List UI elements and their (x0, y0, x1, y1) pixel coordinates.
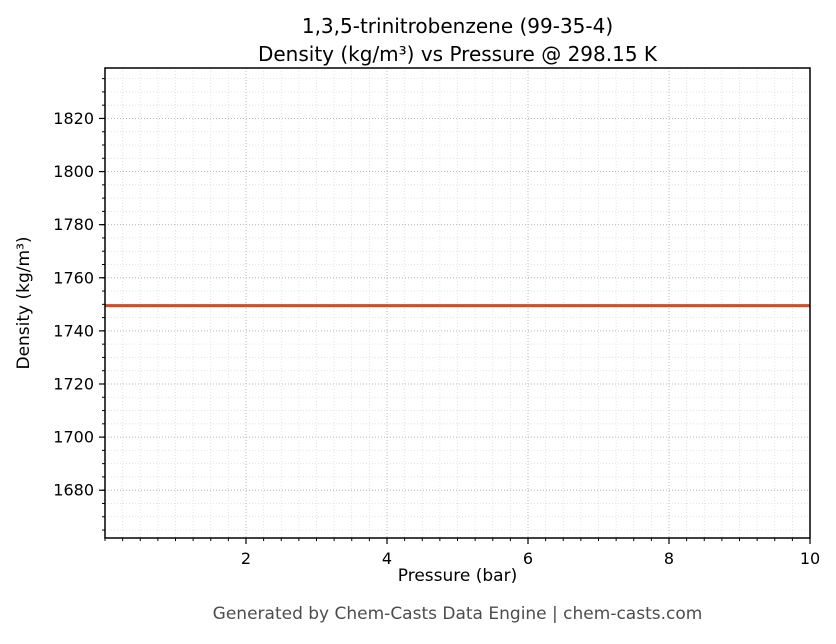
y-tick-label: 1720 (53, 374, 94, 393)
x-tick-label: 2 (241, 549, 251, 568)
x-tick-label: 6 (523, 549, 533, 568)
y-tick-label: 1740 (53, 321, 94, 340)
y-tick-label: 1680 (53, 481, 94, 500)
y-tick-label: 1800 (53, 162, 94, 181)
chart-title-line-1: 1,3,5-trinitrobenzene (99-35-4) (301, 14, 614, 38)
x-tick-label: 10 (800, 549, 820, 568)
y-tick-label: 1760 (53, 268, 94, 287)
x-axis-label: Pressure (bar) (397, 566, 518, 586)
y-tick-label: 1700 (53, 428, 94, 447)
x-tick-label: 4 (382, 549, 392, 568)
y-tick-label: 1820 (53, 109, 94, 128)
x-tick-label: 8 (664, 549, 674, 568)
y-tick-label: 1780 (53, 215, 94, 234)
chart-title-line-2: Density (kg/m³) vs Pressure @ 298.15 K (257, 42, 658, 66)
footer-credit: Generated by Chem-Casts Data Engine | ch… (212, 604, 703, 624)
chart-title: 1,3,5-trinitrobenzene (99-35-4) Density … (105, 12, 810, 68)
